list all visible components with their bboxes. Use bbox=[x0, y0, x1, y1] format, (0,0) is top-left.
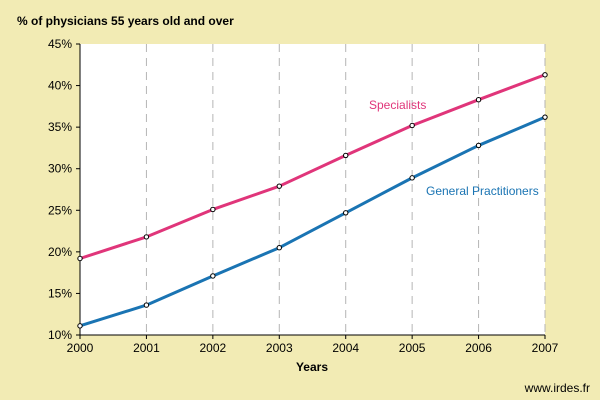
series-line-specialists bbox=[78, 73, 547, 261]
grid-lines bbox=[145, 44, 546, 335]
data-point-general-practitioners-2002 bbox=[210, 273, 216, 279]
data-point-specialists-2000 bbox=[77, 255, 83, 262]
y-tick-label: 35% bbox=[48, 120, 72, 134]
x-tick-label: 2006 bbox=[465, 341, 492, 355]
x-axis-title: Years bbox=[296, 360, 328, 374]
data-point-specialists-2005 bbox=[409, 122, 415, 129]
y-tick-label: 20% bbox=[48, 245, 72, 259]
series-label-general-practitioners: General Practitioners bbox=[426, 184, 539, 198]
y-tick-label: 30% bbox=[48, 162, 72, 176]
data-point-specialists-2001 bbox=[143, 234, 150, 240]
y-axis: 10% 15% 20% 25% 30% 35% 40% 45% bbox=[48, 37, 80, 342]
data-point-general-practitioners-2003 bbox=[276, 245, 282, 251]
data-point-general-practitioners-2007 bbox=[542, 114, 548, 120]
source-credit: www.irdes.fr bbox=[524, 381, 590, 395]
series-label-specialists: Specialists bbox=[369, 98, 426, 112]
data-point-general-practitioners-2004 bbox=[343, 210, 349, 216]
data-point-specialists-2004 bbox=[343, 152, 349, 159]
x-tick-label: 2000 bbox=[67, 341, 94, 355]
data-point-specialists-2003 bbox=[276, 183, 282, 189]
x-tick-label: 2002 bbox=[200, 341, 227, 355]
data-point-general-practitioners-2006 bbox=[475, 142, 482, 149]
y-tick-label: 45% bbox=[48, 37, 72, 51]
series-points bbox=[77, 72, 548, 329]
x-tick-label: 2007 bbox=[532, 341, 559, 355]
series-lines bbox=[78, 73, 547, 328]
x-axis: 2000 2001 2002 2003 2004 2005 2006 2007 bbox=[67, 335, 559, 355]
x-tick-label: 2005 bbox=[399, 341, 426, 355]
data-point-specialists-2002 bbox=[210, 206, 216, 213]
series-line-general-practitioners bbox=[78, 115, 547, 328]
data-point-general-practitioners-2001 bbox=[143, 302, 150, 308]
data-point-general-practitioners-2005 bbox=[409, 175, 415, 181]
y-tick-label: 10% bbox=[48, 328, 72, 342]
data-point-general-practitioners-2000 bbox=[77, 323, 83, 329]
x-tick-label: 2003 bbox=[266, 341, 293, 355]
data-point-specialists-2006 bbox=[475, 97, 482, 103]
x-tick-label: 2004 bbox=[332, 341, 359, 355]
plot-area bbox=[80, 44, 545, 335]
y-tick-label: 25% bbox=[48, 203, 72, 217]
y-tick-label: 15% bbox=[48, 286, 72, 300]
x-tick-label: 2001 bbox=[133, 341, 160, 355]
data-point-specialists-2007 bbox=[542, 72, 548, 78]
chart-title: % of physicians 55 years old and over bbox=[17, 14, 234, 28]
y-tick-label: 40% bbox=[48, 79, 72, 93]
